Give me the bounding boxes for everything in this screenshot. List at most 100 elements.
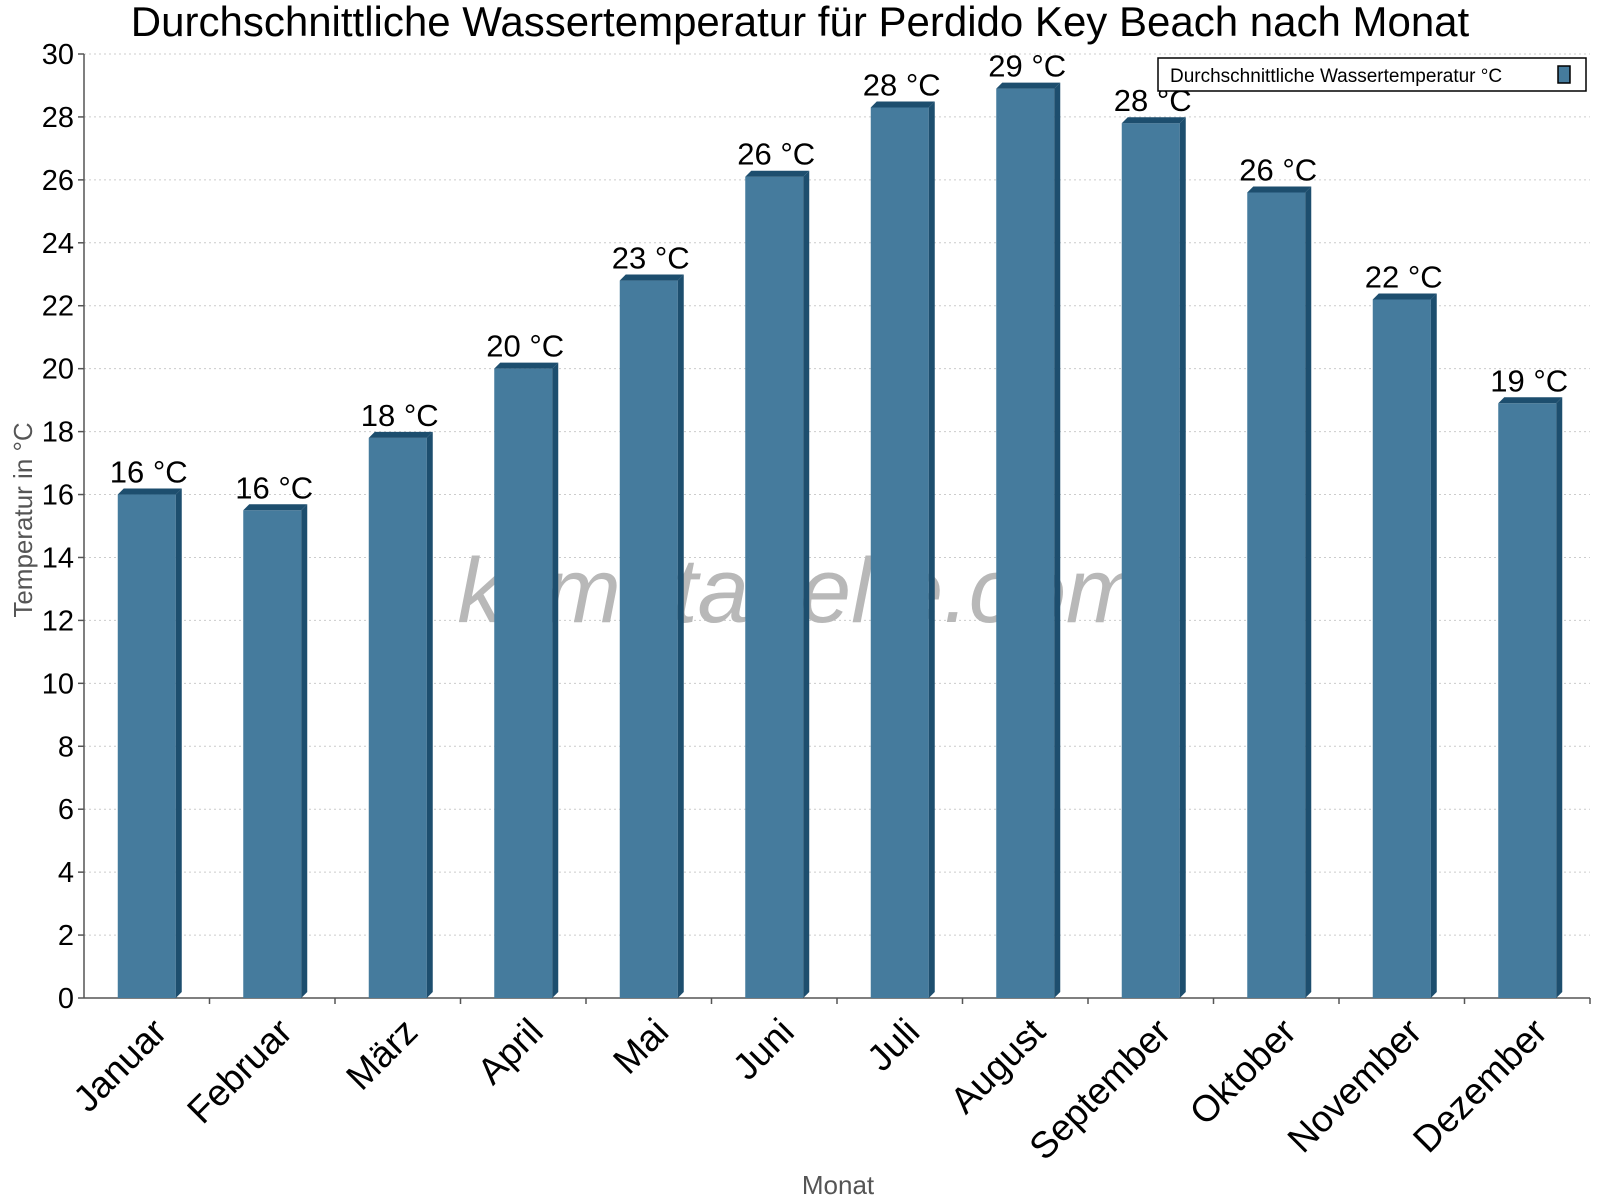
bar-dezember	[1498, 397, 1563, 998]
bar-face	[745, 176, 804, 999]
x-tick-label: Mai	[605, 1011, 676, 1082]
bar-side	[803, 170, 810, 999]
bar-face	[1121, 123, 1180, 998]
x-tick-label: Januar	[65, 1011, 174, 1120]
y-tick-label: 14	[42, 542, 74, 574]
legend-box	[1157, 57, 1587, 92]
bar-top	[619, 274, 684, 281]
bar-face	[117, 494, 176, 998]
y-tick-label: 30	[42, 39, 74, 71]
y-tick-label: 24	[42, 228, 74, 260]
bar-side	[552, 362, 559, 999]
x-tick-label: März	[338, 1011, 425, 1098]
x-axis	[84, 997, 1591, 1004]
x-axis-title: Monat	[802, 1170, 875, 1200]
bar-side	[677, 274, 684, 998]
bar-side	[1305, 186, 1312, 998]
bar-top	[243, 504, 308, 511]
bar-oktober	[1247, 186, 1312, 998]
legend: Durchschnittliche Wassertemperatur °C	[1157, 57, 1587, 92]
bar-top	[996, 82, 1061, 89]
x-tick-labels: Januar Februar März April Mai Juni Juli AugustS…	[65, 1010, 1554, 1167]
x-tick-label: Februar	[179, 1011, 300, 1132]
bar-side	[1556, 397, 1563, 998]
bar-september	[1121, 117, 1186, 998]
y-tick-label: 12	[42, 605, 74, 637]
bar-top	[1372, 293, 1437, 300]
bar-face	[870, 107, 929, 998]
y-tick-label: 6	[58, 794, 74, 826]
y-tick-label: 26	[42, 165, 74, 197]
data-label: 26 °C	[737, 137, 815, 172]
bar-august	[996, 82, 1061, 998]
bar-top	[368, 431, 433, 438]
bar-side	[1179, 117, 1186, 998]
bar-face	[494, 368, 553, 999]
x-tick-label: August	[942, 1010, 1053, 1121]
bar-side	[1430, 293, 1437, 998]
data-label: 16 °C	[235, 470, 313, 505]
bar-märz	[368, 431, 433, 999]
bar-top	[117, 488, 182, 495]
x-tick-label: Juni	[725, 1011, 802, 1088]
bar-series	[117, 82, 1563, 999]
bar-face	[619, 280, 678, 998]
y-tick-label: 10	[42, 668, 74, 700]
y-tick-label: 28	[42, 102, 74, 134]
y-tick-label: 20	[42, 354, 74, 386]
legend-swatch	[1557, 65, 1571, 84]
bar-face	[996, 88, 1055, 998]
bar-side	[301, 504, 308, 998]
data-label: 26 °C	[1239, 152, 1317, 187]
data-label: 22 °C	[1365, 259, 1443, 294]
data-label: 19 °C	[1490, 363, 1568, 398]
legend-label: Durchschnittliche Wassertemperatur °C	[1170, 66, 1502, 87]
data-label: 23 °C	[612, 241, 690, 276]
bar-face	[1498, 403, 1557, 998]
bar-top	[745, 170, 810, 177]
gridlines	[84, 53, 1590, 936]
y-tick-label: 22	[42, 291, 74, 323]
bar-face	[368, 437, 427, 999]
data-label: 28 °C	[863, 67, 941, 102]
bar-mai	[619, 274, 684, 998]
y-tick-label: 8	[58, 731, 74, 763]
bar-top	[870, 101, 935, 108]
y-tick-label: 0	[58, 983, 74, 1015]
bar-top	[1498, 397, 1563, 404]
bar-side	[1054, 82, 1061, 998]
bar-juli	[870, 101, 935, 998]
x-tick-label: November	[1280, 1011, 1430, 1161]
bar-side	[175, 488, 182, 998]
y-tick-label: 4	[58, 857, 74, 889]
y-tick-label: 2	[58, 920, 74, 952]
bar-side	[928, 101, 935, 998]
y-axis-title: Temperatur in °C	[8, 422, 38, 617]
bar-november	[1372, 293, 1437, 998]
data-label: 20 °C	[486, 329, 564, 364]
bar-face	[1372, 299, 1431, 998]
chart-title: Durchschnittliche Wassertemperatur für P…	[131, 0, 1470, 45]
data-label: 16 °C	[110, 455, 188, 490]
bar-side	[426, 431, 433, 999]
bar-face	[243, 510, 302, 998]
bar-top	[1121, 117, 1186, 124]
y-tick-label: 16	[42, 480, 74, 512]
x-tick-label: Dezember	[1405, 1011, 1555, 1161]
x-tick-label: Oktober	[1182, 1011, 1304, 1133]
bar-top	[1247, 186, 1312, 193]
bar-februar	[243, 504, 308, 998]
bar-juni	[745, 170, 810, 999]
data-label: 18 °C	[361, 398, 439, 433]
bar-face	[1247, 192, 1306, 998]
data-label: 29 °C	[988, 49, 1066, 84]
bar-januar	[117, 488, 182, 998]
x-tick-label: Juli	[859, 1011, 927, 1079]
x-tick-label: April	[470, 1011, 551, 1092]
y-tick-label: 18	[42, 417, 74, 449]
data-labels: 16 °C 16 °C 18 °C 20 °C 23 °C 26 °C 28 °C 29 °C…	[110, 49, 1568, 506]
bar-top	[494, 362, 559, 369]
bar-april	[494, 362, 559, 999]
